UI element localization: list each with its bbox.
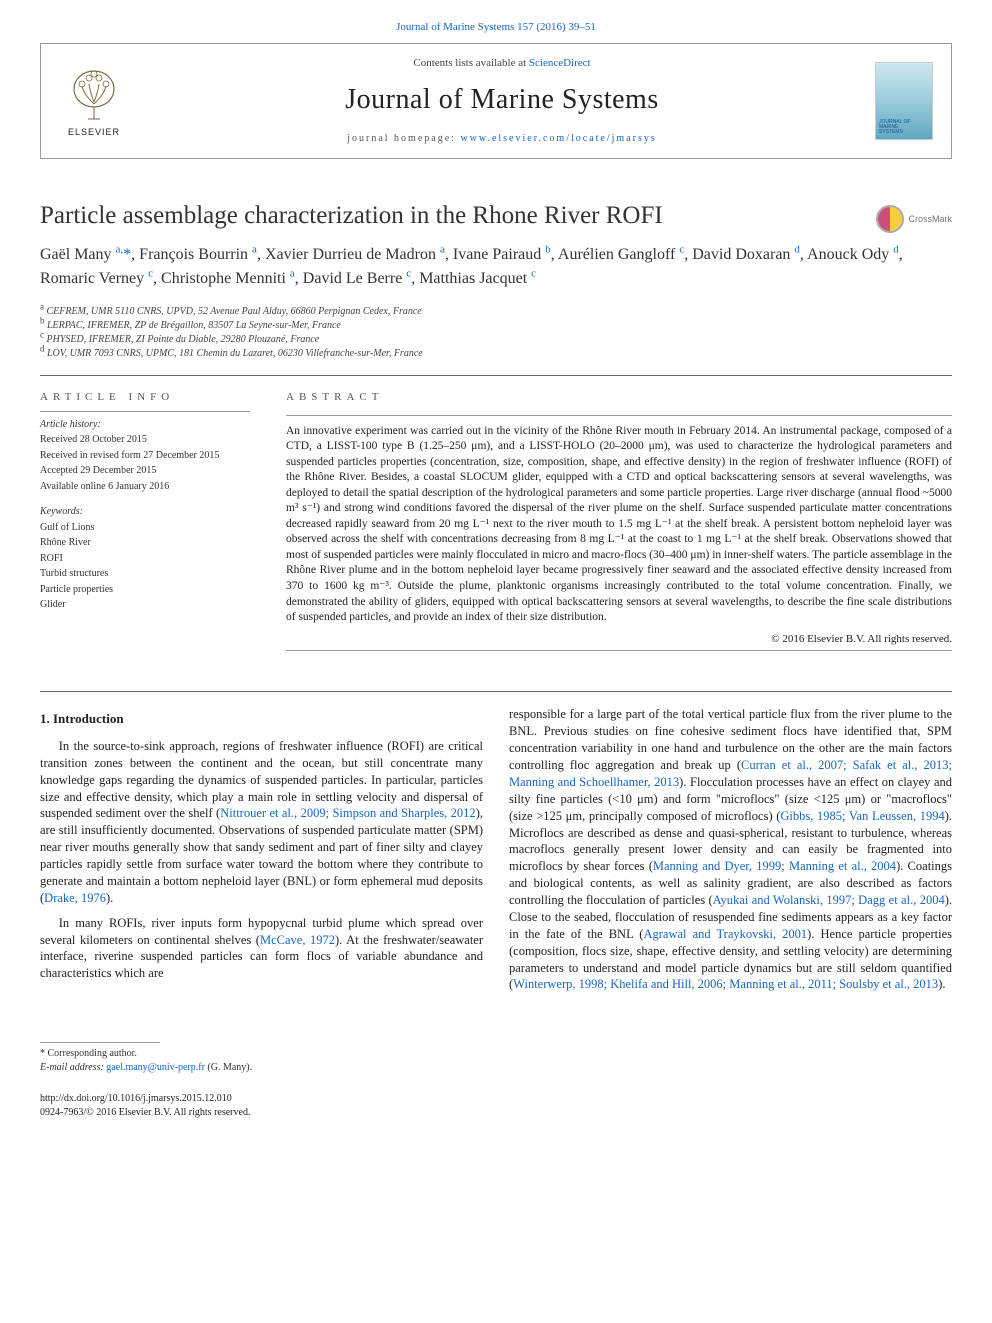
crossmark-icon [876,205,904,233]
affil-a: a CEFREM, UMR 5110 CNRS, UPVD, 52 Avenue… [40,305,952,319]
email-link[interactable]: gael.many@univ-perp.fr [106,1062,205,1073]
divider [40,375,952,376]
crossmark-badge[interactable]: CrossMark [876,205,952,233]
online-date: Available online 6 January 2016 [40,480,250,494]
para-2: In many ROFIs, river inputs form hypopyc… [40,915,483,983]
ref-link[interactable]: Drake, 1976 [44,891,106,905]
affil-b: b LERPAC, IFREMER, ZP de Brégaillon, 835… [40,319,952,333]
tree-icon [64,64,124,124]
doi-link[interactable]: http://dx.doi.org/10.1016/j.jmarsys.2015… [40,1093,232,1104]
revised-date: Received in revised form 27 December 201… [40,449,250,463]
abstract-copyright: © 2016 Elsevier B.V. All rights reserved… [286,632,952,647]
keyword-item: Turbid structures [40,567,250,581]
sciencedirect-link[interactable]: ScienceDirect [529,57,591,69]
email-label: E-mail address: [40,1062,104,1073]
keyword-item: Gulf of Lions [40,521,250,535]
body-columns: 1. Introduction In the source-to-sink ap… [40,706,952,1074]
affil-c: c PHYSED, IFREMER, ZI Pointe du Diable, … [40,333,952,347]
keyword-item: Glider [40,598,250,612]
journal-cover-thumb: JOURNAL OF MARINE SYSTEMS [875,62,933,140]
ref-link[interactable]: Nittrouer et al., 2009; Simpson and Shar… [220,806,475,820]
contents-pre: Contents lists available at [413,57,528,69]
ref-link[interactable]: Ayukai and Wolanski, 1997; Dagg et al., … [713,893,945,907]
abstract-heading: abstract [286,390,952,405]
email-tail: (G. Many). [205,1062,252,1073]
journal-ref-top[interactable]: Journal of Marine Systems 157 (2016) 39–… [40,20,952,35]
paper-title: Particle assemblage characterization in … [40,199,856,233]
homepage-link[interactable]: www.elsevier.com/locate/jmarsys [460,133,656,144]
keywords-label: Keywords: [40,505,250,519]
article-info-col: article info Article history: Received 2… [40,390,250,659]
ref-link[interactable]: Agrawal and Traykovski, 2001 [643,927,807,941]
ref-link[interactable]: Gibbs, 1985; Van Leussen, 1994 [780,809,944,823]
accepted-date: Accepted 29 December 2015 [40,464,250,478]
affil-d: d LOV, UMR 7093 CNRS, UPMC, 181 Chemin d… [40,347,952,361]
divider-2 [40,691,952,692]
keyword-item: Particle properties [40,583,250,597]
crossmark-label: CrossMark [908,213,952,225]
ref-link[interactable]: Winterwerp, 1998; Khelifa and Hill, 2006… [513,977,938,991]
keyword-item: ROFI [40,552,250,566]
homepage-pre: journal homepage: [347,133,460,144]
section-heading: 1. Introduction [40,710,483,728]
history-label: Article history: [40,418,250,432]
affiliations: a CEFREM, UMR 5110 CNRS, UPVD, 52 Avenue… [40,305,952,361]
ref-link[interactable]: McCave, 1972 [260,933,335,947]
issn-line: 0924-7963/© 2016 Elsevier B.V. All right… [40,1107,250,1118]
homepage-line: journal homepage: www.elsevier.com/locat… [129,132,875,146]
abstract-text: An innovative experiment was carried out… [286,424,952,626]
elsevier-logo: ELSEVIER [59,61,129,141]
received-date: Received 28 October 2015 [40,433,250,447]
corr-label: Corresponding author. [48,1048,137,1059]
elsevier-label: ELSEVIER [68,126,120,138]
para-1: In the source-to-sink approach, regions … [40,738,483,907]
para-3: responsible for a large part of the tota… [509,706,952,993]
keyword-item: Rhône River [40,536,250,550]
article-info-heading: article info [40,390,250,405]
keywords-list: Gulf of LionsRhône River ROFITurbid struc… [40,521,250,612]
corr-footer: * Corresponding author. E-mail address: … [40,1042,483,1074]
abstract-col: abstract An innovative experiment was ca… [286,390,952,659]
doi-block: http://dx.doi.org/10.1016/j.jmarsys.2015… [40,1092,952,1119]
cover-line3: SYSTEMS [879,130,910,135]
journal-header: ELSEVIER Contents lists available at Sci… [40,43,952,159]
journal-name: Journal of Marine Systems [129,81,875,119]
ref-link[interactable]: Manning and Dyer, 1999; Manning et al., … [653,859,896,873]
contents-line: Contents lists available at ScienceDirec… [129,56,875,71]
authors-list: Gaël Many a,*, François Bourrin a, Xavie… [40,243,952,291]
